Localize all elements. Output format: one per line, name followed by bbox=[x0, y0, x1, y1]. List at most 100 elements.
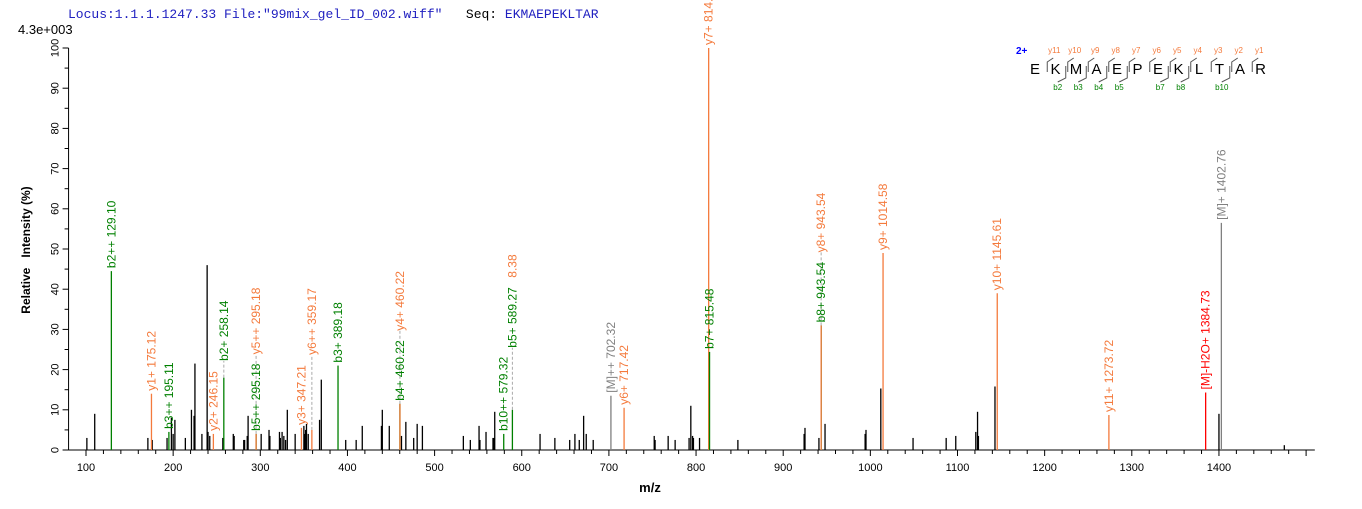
peak-label: [M]-H2O+ 1384.73 bbox=[1199, 290, 1213, 389]
peak-label: b8+ 943.54 bbox=[814, 262, 828, 323]
x-tick-label: 1000 bbox=[858, 462, 882, 474]
b-ion-marker: b7 bbox=[1156, 83, 1165, 92]
residue: P bbox=[1132, 61, 1142, 78]
peak-label: b5++ 295.18 bbox=[249, 363, 263, 431]
y-cleavage-tick bbox=[1251, 57, 1259, 72]
residue: R bbox=[1255, 61, 1266, 78]
spectrum-header: Locus:1.1.1.1247.33 File:"99mix_gel_ID_0… bbox=[68, 7, 599, 22]
y-cleavage-tick bbox=[1231, 57, 1239, 72]
residue: M bbox=[1070, 61, 1083, 78]
y-axis-label: Relative Intensity (%) bbox=[19, 186, 33, 313]
y-cleavage-tick bbox=[1128, 57, 1136, 72]
locus-text: Locus:1.1.1.1247.33 bbox=[68, 7, 217, 22]
x-axis-label: m/z bbox=[639, 480, 661, 495]
residue: K bbox=[1050, 61, 1060, 78]
x-tick-label: 800 bbox=[687, 462, 705, 474]
x-tick-label: 100 bbox=[77, 462, 95, 474]
y-tick-label: 30 bbox=[50, 323, 62, 335]
residue: T bbox=[1215, 61, 1224, 78]
b-ion-marker: b5 bbox=[1115, 83, 1124, 92]
y-tick-label: 100 bbox=[50, 39, 62, 57]
peak-label: y6++ 359.17 bbox=[305, 288, 319, 355]
peak-label: b7+ 815.48 bbox=[703, 288, 717, 349]
peak-label: y3+ 347.21 bbox=[294, 365, 308, 425]
y-ion-marker: y7 bbox=[1132, 46, 1141, 55]
y-cleavage-tick bbox=[1169, 57, 1177, 72]
peak-label: b5+ 589.27 bbox=[505, 287, 519, 348]
file-text: File:"99mix_gel_ID_002.wiff" bbox=[224, 7, 443, 22]
b-ion-marker: b3 bbox=[1074, 83, 1083, 92]
b-cleavage-tick bbox=[1160, 66, 1169, 83]
peak-label: y11+ 1273.72 bbox=[1102, 340, 1116, 413]
y-ion-marker: y9 bbox=[1091, 46, 1100, 55]
seq-text: EKMAEPEKLTAR bbox=[504, 7, 599, 22]
residue: E bbox=[1112, 61, 1122, 78]
y-tick-label: 60 bbox=[50, 203, 62, 215]
peak-label: y4+ 460.22 bbox=[393, 271, 407, 331]
b-cleavage-tick bbox=[1180, 66, 1190, 83]
x-tick-label: 400 bbox=[338, 462, 356, 474]
peak-label: y6+ 717.42 bbox=[617, 345, 631, 405]
peak-label: 8.38 bbox=[505, 254, 519, 278]
b-cleavage-tick bbox=[1119, 66, 1128, 83]
x-tick-label: 300 bbox=[251, 462, 269, 474]
y-ion-marker: y1 bbox=[1255, 46, 1264, 55]
b-cleavage-tick bbox=[1098, 66, 1108, 83]
peak-label: [M]+ 1402.76 bbox=[1214, 149, 1228, 220]
y-ion-marker: y4 bbox=[1194, 46, 1203, 55]
residue: E bbox=[1153, 61, 1163, 78]
peak-label: b2+ 258.14 bbox=[217, 300, 231, 361]
intensity-scale-label: 4.3e+003 bbox=[18, 22, 73, 37]
peak-label: y5++ 295.18 bbox=[249, 287, 263, 354]
x-tick-label: 1400 bbox=[1207, 462, 1231, 474]
residue: K bbox=[1173, 61, 1183, 78]
y-ion-marker: y2 bbox=[1235, 46, 1244, 55]
y-cleavage-tick bbox=[1190, 57, 1198, 72]
y-cleavage-tick bbox=[1210, 57, 1218, 72]
y-ion-marker: y8 bbox=[1112, 46, 1121, 55]
b-cleavage-tick bbox=[1057, 66, 1067, 83]
y-ion-marker: y6 bbox=[1153, 46, 1162, 55]
y-tick-label: 50 bbox=[50, 243, 62, 255]
y-cleavage-tick bbox=[1087, 57, 1095, 72]
x-tick-label: 1300 bbox=[1120, 462, 1144, 474]
residue: A bbox=[1235, 61, 1245, 78]
y-tick-label: 0 bbox=[50, 447, 62, 453]
x-tick-label: 500 bbox=[425, 462, 443, 474]
b-ion-marker: b2 bbox=[1053, 83, 1062, 92]
b-cleavage-tick bbox=[1221, 66, 1231, 83]
seq-label: Seq: bbox=[465, 7, 498, 22]
peak-label: b10++ 579.32 bbox=[497, 357, 511, 431]
peak-label: y7+ 814.48 bbox=[702, 0, 716, 45]
peak-label: b3++ 195.11 bbox=[162, 362, 176, 429]
peak-label: b4+ 460.22 bbox=[393, 340, 407, 401]
x-tick-label: 600 bbox=[513, 462, 531, 474]
y-ion-marker: y3 bbox=[1214, 46, 1223, 55]
y-cleavage-tick bbox=[1067, 57, 1075, 72]
y-cleavage-tick bbox=[1108, 57, 1116, 72]
y-ion-marker: y11 bbox=[1048, 46, 1061, 55]
y-ion-marker: y5 bbox=[1173, 46, 1182, 55]
x-tick-label: 900 bbox=[774, 462, 792, 474]
peak-label: y8+ 943.54 bbox=[814, 192, 828, 252]
y-cleavage-tick bbox=[1149, 57, 1157, 72]
y-tick-label: 90 bbox=[50, 82, 62, 94]
peak-label: [M]++ 702.32 bbox=[604, 322, 618, 393]
y-tick-label: 20 bbox=[50, 363, 62, 375]
charge-state: 2+ bbox=[1016, 46, 1028, 57]
x-tick-label: 1100 bbox=[946, 462, 970, 474]
peak-label: b2++ 129.10 bbox=[104, 200, 118, 268]
residue: A bbox=[1091, 61, 1101, 78]
y-cleavage-tick bbox=[1046, 57, 1054, 72]
peak-label: y2+ 246.15 bbox=[206, 371, 220, 431]
peak-label: y9+ 1014.58 bbox=[876, 183, 890, 250]
b-ion-marker: b10 bbox=[1215, 83, 1229, 92]
b-cleavage-tick bbox=[1078, 66, 1087, 83]
y-ion-marker: y10 bbox=[1068, 46, 1081, 55]
peak-label: b3+ 389.18 bbox=[331, 302, 345, 363]
peak-label: y1+ 175.12 bbox=[144, 331, 158, 391]
peak-label: y10+ 1145.61 bbox=[990, 218, 1004, 291]
b-ion-marker: b4 bbox=[1094, 83, 1103, 92]
x-tick-label: 1200 bbox=[1032, 462, 1056, 474]
